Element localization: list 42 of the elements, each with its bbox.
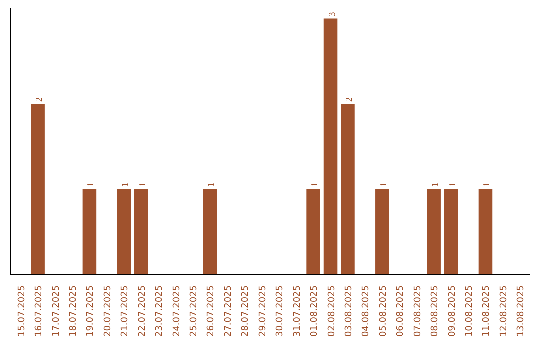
- x-tick-label: 13.08.2025: [516, 286, 527, 338]
- x-tick-label: 27.07.2025: [224, 286, 234, 338]
- data-label: 1: [206, 182, 216, 188]
- data-label: 1: [482, 182, 492, 188]
- x-tick-label: 30.07.2025: [276, 286, 286, 338]
- data-label: 1: [378, 182, 388, 188]
- x-tick-label: 03.08.2025: [344, 286, 354, 338]
- x-tick-label: 23.07.2025: [155, 286, 166, 338]
- x-tick-label: 16.07.2025: [34, 286, 45, 338]
- x-tick-label: 15.07.2025: [17, 286, 28, 338]
- x-tick-label: 11.08.2025: [482, 286, 492, 338]
- x-tick-label: 10.08.2025: [465, 286, 476, 338]
- x-tick-label: 01.08.2025: [310, 286, 320, 338]
- data-label: 1: [447, 182, 458, 188]
- x-tick-label: 12.08.2025: [499, 286, 510, 338]
- x-tick-label: 20.07.2025: [103, 286, 114, 338]
- x-tick-label: 21.07.2025: [120, 286, 131, 338]
- data-label: 1: [137, 182, 148, 188]
- data-label: 1: [310, 182, 320, 188]
- x-tick-label: 17.07.2025: [52, 286, 62, 338]
- x-tick-label: 06.08.2025: [396, 286, 406, 338]
- x-tick-label: 22.07.2025: [138, 286, 148, 338]
- x-tick-label: 31.07.2025: [292, 286, 303, 338]
- x-tick-label: 02.08.2025: [327, 286, 338, 338]
- x-tick-label: 26.07.2025: [206, 286, 217, 338]
- x-tick-label: 28.07.2025: [241, 286, 252, 338]
- data-label: 2: [344, 97, 354, 102]
- x-tick-label: 07.08.2025: [413, 286, 424, 338]
- x-tick-label: 05.08.2025: [378, 286, 389, 338]
- data-label: 1: [120, 182, 130, 188]
- x-tick-label: 25.07.2025: [190, 286, 200, 338]
- x-tick-label: 29.07.2025: [258, 286, 268, 338]
- data-label: 3: [326, 12, 337, 17]
- data-label: 1: [86, 182, 96, 188]
- x-tick-label: 24.07.2025: [172, 286, 182, 338]
- data-label: 2: [34, 97, 44, 102]
- data-label: 1: [430, 182, 440, 188]
- x-tick-label: 19.07.2025: [86, 286, 96, 338]
- x-tick-label: 18.07.2025: [68, 286, 79, 338]
- x-tick-label: 04.08.2025: [362, 286, 372, 338]
- x-tick-label: 09.08.2025: [448, 286, 458, 338]
- x-tick-label: 08.08.2025: [430, 286, 441, 338]
